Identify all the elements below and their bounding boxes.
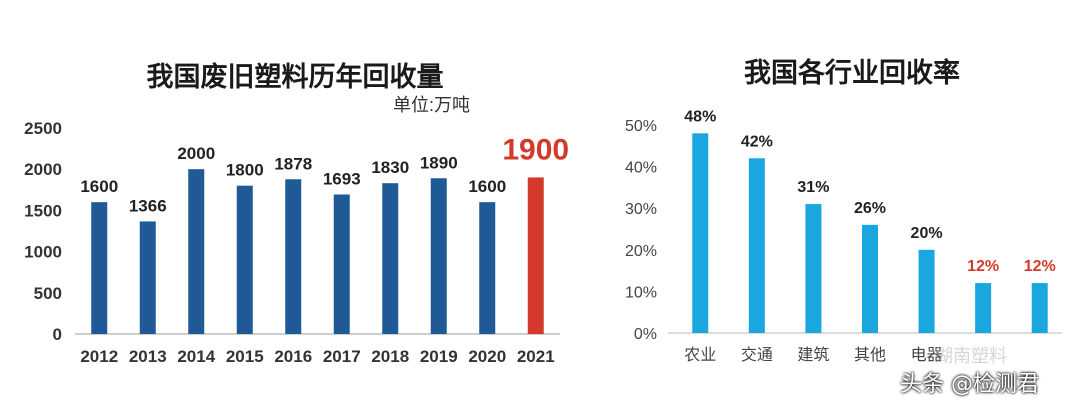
left-bar	[382, 183, 399, 334]
left-x-tick: 2012	[80, 347, 118, 366]
left-data-label: 1366	[129, 196, 167, 215]
left-x-tick: 2015	[226, 347, 264, 366]
right-y-tick: 20%	[625, 243, 657, 260]
right-chart: 我国各行业回收率 0% 10% 20% 30% 40% 50% 48% 42% 31% 26% 2…	[625, 57, 1062, 364]
left-y-tick: 0	[53, 325, 62, 344]
left-y-tick: 1500	[24, 201, 62, 220]
right-data-label: 48%	[684, 108, 716, 125]
left-data-label: 2000	[177, 144, 215, 163]
left-chart-subtitle: 单位:万吨	[393, 95, 470, 115]
right-x-ticks: 农业 交通 建筑 其他 电器	[684, 346, 942, 364]
right-x-tick: 交通	[741, 346, 773, 364]
right-data-labels: 48% 42% 31% 26% 20% 12% 12%	[684, 108, 1055, 275]
right-data-label: 12%	[967, 258, 999, 275]
left-x-tick: 2021	[517, 347, 555, 366]
left-data-labels: 1600 1366 2000 1800 1878 1693 1830 1890 1600 1900	[80, 133, 569, 215]
left-bar	[139, 221, 156, 334]
left-bar	[333, 194, 350, 334]
left-chart-title: 我国废旧塑料历年回收量	[147, 61, 444, 93]
right-data-label: 31%	[797, 179, 829, 196]
right-y-tick: 50%	[625, 118, 657, 135]
right-bar	[692, 133, 709, 333]
right-bar	[918, 249, 935, 333]
left-chart: 我国废旧塑料历年回收量 单位:万吨 0 500 1000 1500 2000 2500 1…	[24, 61, 569, 366]
left-x-tick: 2019	[420, 347, 458, 366]
right-data-label: 42%	[741, 133, 773, 150]
right-x-tick: 农业	[684, 346, 716, 364]
left-x-tick: 2013	[129, 347, 167, 366]
left-bar	[188, 169, 205, 334]
right-bar	[1031, 283, 1048, 333]
left-bar	[91, 202, 108, 334]
left-data-label: 1878	[274, 154, 312, 173]
right-bar	[975, 283, 992, 333]
right-bar	[805, 204, 822, 333]
right-data-label: 20%	[911, 225, 943, 242]
right-y-tick: 40%	[625, 160, 657, 177]
left-x-tick: 2017	[323, 347, 361, 366]
left-data-label: 1830	[371, 158, 409, 177]
right-bar	[748, 158, 765, 333]
left-x-tick: 2020	[468, 347, 506, 366]
left-x-tick: 2014	[177, 347, 215, 366]
right-chart-title: 我国各行业回收率	[744, 57, 960, 89]
left-data-label: 1600	[468, 177, 506, 196]
right-x-tick: 建筑	[797, 346, 829, 364]
left-data-label: 1890	[420, 153, 458, 172]
left-x-tick: 2018	[371, 347, 409, 366]
left-bar	[479, 202, 496, 334]
right-x-tick: 电器	[911, 346, 943, 364]
right-x-tick: 其他	[854, 346, 886, 364]
watermark-text: 头条 @检测君	[900, 372, 1039, 397]
right-y-ticks: 0% 10% 20% 30% 40% 50%	[625, 118, 657, 343]
left-data-label: 1693	[323, 169, 361, 188]
left-y-ticks: 0 500 1000 1500 2000 2500	[24, 119, 62, 344]
right-y-tick: 10%	[625, 284, 657, 301]
left-x-ticks: 2012 2013 2014 2015 2016 2017 2018 2019 2020 2021	[80, 347, 554, 366]
right-data-label: 26%	[854, 200, 886, 217]
right-data-label: 12%	[1024, 258, 1056, 275]
left-data-label-highlight: 1900	[502, 133, 569, 166]
left-bars	[91, 169, 544, 334]
right-y-tick: 30%	[625, 201, 657, 218]
watermark-secondary: 湖南塑料	[935, 346, 1007, 367]
left-y-tick: 500	[34, 284, 62, 303]
left-y-tick: 1000	[24, 243, 62, 262]
left-y-tick: 2000	[24, 160, 62, 179]
left-bar-highlight	[527, 177, 544, 334]
right-y-tick: 0%	[634, 326, 657, 343]
left-y-tick: 2500	[24, 119, 62, 138]
right-bar	[862, 224, 878, 333]
left-data-label: 1600	[80, 177, 118, 196]
left-bar	[285, 179, 302, 334]
left-bar	[236, 185, 253, 334]
right-bars	[692, 133, 1048, 333]
left-data-label: 1800	[226, 161, 264, 180]
left-x-tick: 2016	[274, 347, 312, 366]
left-bar	[430, 178, 447, 334]
